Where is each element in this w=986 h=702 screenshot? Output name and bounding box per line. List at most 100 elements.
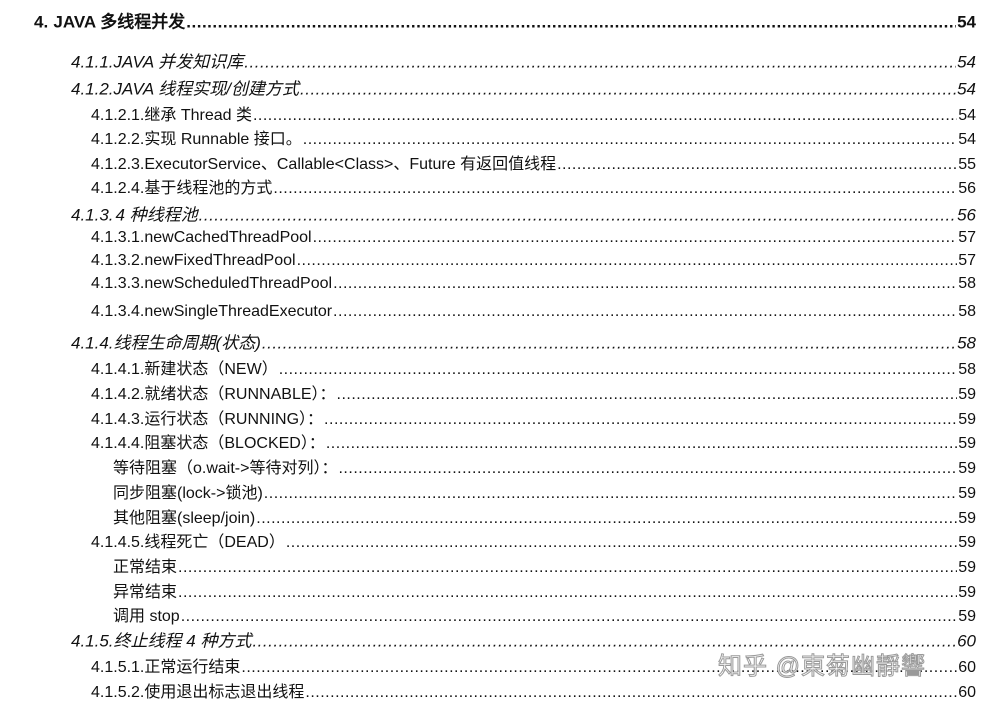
toc-entry[interactable]: 4.1.4.3.运行状态（RUNNING）： 59 xyxy=(0,405,976,429)
dot-leader xyxy=(313,229,958,247)
toc-number: 4.1.1. xyxy=(71,52,114,72)
dot-leader xyxy=(199,206,956,226)
dot-leader xyxy=(186,13,956,33)
toc-number: 4.1.2. xyxy=(71,79,114,99)
dot-leader xyxy=(557,156,957,174)
toc-title: 就绪状态（RUNNABLE）： xyxy=(144,386,336,403)
toc-number: 4.1.2.1. xyxy=(91,107,145,124)
toc-page-number: 56 xyxy=(958,180,976,197)
toc-title: 调用 stop xyxy=(113,608,180,625)
toc-number: 4.1.4.1. xyxy=(91,361,145,378)
toc-entry[interactable]: 同步阻塞(lock->锁池) 59 xyxy=(0,479,976,503)
toc-entry[interactable]: 4.1.3.2.newFixedThreadPool 57 xyxy=(0,252,976,270)
toc-entry[interactable]: 4.1.5.2.使用退出标志退出线程 60 xyxy=(0,678,976,702)
toc-entry[interactable]: 4.1.3.4 种线程池 56 xyxy=(0,201,976,226)
toc-title: JAVA 多线程并发 xyxy=(53,12,186,32)
toc-title: newCachedThreadPool xyxy=(144,229,312,246)
toc-number: 4.1.4.2. xyxy=(91,386,145,403)
toc-number: 4.1.5. xyxy=(71,631,114,651)
toc-number: 4. xyxy=(34,12,49,32)
toc-entry[interactable]: 4.1.2.1.继承 Thread 类 54 xyxy=(0,101,976,125)
dot-leader xyxy=(178,584,957,602)
toc-number: 4.1.4.5. xyxy=(91,534,145,551)
toc-title: JAVA 并发知识库 xyxy=(113,52,244,72)
toc-page-number: 54 xyxy=(958,107,976,124)
toc-entry[interactable]: 等待阻塞（o.wait->等待对列）： 59 xyxy=(0,454,976,478)
toc-page-number: 54 xyxy=(957,12,976,32)
toc-page-number: 54 xyxy=(958,131,976,148)
toc-page-number: 59 xyxy=(958,510,976,527)
toc-title: ExecutorService、Callable<Class>、Future 有… xyxy=(144,156,557,173)
toc-entry[interactable]: 4.1.3.4.newSingleThreadExecutor 58 xyxy=(0,303,976,321)
toc-page-number: 60 xyxy=(957,631,976,651)
toc-entry[interactable]: 4.1.4.5.线程死亡（DEAD） 59 xyxy=(0,528,976,552)
toc-entry[interactable]: 4.1.4.1.新建状态（NEW） 58 xyxy=(0,355,976,379)
toc-entry[interactable]: 正常结束 59 xyxy=(0,553,976,577)
toc-page-number: 59 xyxy=(958,386,976,403)
dot-leader xyxy=(333,303,957,321)
dot-leader xyxy=(273,180,957,198)
toc-page-number: 58 xyxy=(958,275,976,292)
dot-leader xyxy=(303,131,957,149)
toc-entry[interactable]: 4.1.3.1.newCachedThreadPool 57 xyxy=(0,229,976,247)
dot-leader xyxy=(338,460,957,478)
dot-leader xyxy=(286,534,957,552)
toc-page-number: 57 xyxy=(958,229,976,246)
toc-page-number: 59 xyxy=(958,411,976,428)
toc-entry[interactable]: 4.1.2.3. ExecutorService、Callable<Class>、… xyxy=(0,150,976,174)
toc-page-number: 59 xyxy=(958,534,976,551)
dot-leader xyxy=(300,80,956,100)
toc-page-number: 56 xyxy=(957,205,976,225)
toc-page-number: 58 xyxy=(958,361,976,378)
toc-title: 线程生命周期(状态) xyxy=(113,333,261,353)
toc-title: 正常结束 xyxy=(113,559,178,576)
dot-leader xyxy=(297,252,958,270)
toc-entry[interactable]: 4.1.4.线程生命周期(状态) 58 xyxy=(0,329,976,354)
dot-leader xyxy=(333,275,957,293)
toc-page-number: 58 xyxy=(957,333,976,353)
toc-entry[interactable]: 4.1.5.终止线程 4 种方式 60 xyxy=(0,627,976,652)
toc-entry[interactable]: 4.1.4.4.阻塞状态（BLOCKED）： 59 xyxy=(0,429,976,453)
toc-title: 使用退出标志退出线程 xyxy=(144,684,305,701)
toc-page-number: 59 xyxy=(958,584,976,601)
toc-title: 4 种线程池 xyxy=(115,205,198,225)
toc-entry[interactable]: 4.1.2.2.实现 Runnable 接口。 54 xyxy=(0,125,976,149)
toc-title: 新建状态（NEW） xyxy=(144,361,278,378)
toc-number: 4.1.3.3. xyxy=(91,275,145,292)
toc-title: 终止线程 4 种方式 xyxy=(113,631,252,651)
toc-title: 正常运行结束 xyxy=(144,659,241,676)
toc-title: 阻塞状态（BLOCKED）： xyxy=(144,435,325,452)
dot-leader xyxy=(264,485,957,503)
toc-page-number: 55 xyxy=(958,156,976,173)
toc-entry[interactable]: 4.1.1.JAVA 并发知识库 54 xyxy=(0,48,976,73)
toc-entry[interactable]: 4.1.2.4.基于线程池的方式 56 xyxy=(0,174,976,198)
toc-entry[interactable]: 异常结束 59 xyxy=(0,578,976,602)
dot-leader xyxy=(253,107,957,125)
dot-leader xyxy=(256,510,957,528)
toc-entry[interactable]: 其他阻塞(sleep/join) 59 xyxy=(0,504,976,528)
toc-title: 继承 Thread 类 xyxy=(144,107,252,124)
toc-entry[interactable]: 4.1.5.1.正常运行结束 60 xyxy=(0,653,976,677)
dot-leader xyxy=(178,559,957,577)
toc-page-number: 60 xyxy=(958,684,976,701)
toc-title: JAVA 线程实现/创建方式 xyxy=(113,79,300,99)
toc-page-number: 59 xyxy=(958,435,976,452)
toc-number: 4.1.5.2. xyxy=(91,684,145,701)
toc-number: 4.1.4.4. xyxy=(91,435,145,452)
toc-title: 运行状态（RUNNING）： xyxy=(144,411,324,428)
toc-entry[interactable]: 4.JAVA 多线程并发 54 xyxy=(0,8,976,33)
toc-title: 同步阻塞(lock->锁池) xyxy=(113,485,263,502)
dot-leader xyxy=(244,53,956,73)
toc-page-number: 59 xyxy=(958,485,976,502)
toc-title: 异常结束 xyxy=(113,584,178,601)
dot-leader xyxy=(324,411,957,429)
toc-title: 线程死亡（DEAD） xyxy=(144,534,285,551)
toc-entry[interactable]: 4.1.4.2.就绪状态（RUNNABLE）： 59 xyxy=(0,380,976,404)
toc-title: 实现 Runnable 接口。 xyxy=(144,131,302,148)
toc-title: 基于线程池的方式 xyxy=(144,180,273,197)
toc-entry[interactable]: 4.1.3.3.newScheduledThreadPool 58 xyxy=(0,275,976,293)
toc-entry[interactable]: 调用 stop 59 xyxy=(0,602,976,626)
dot-leader xyxy=(337,386,958,404)
toc-entry[interactable]: 4.1.2.JAVA 线程实现/创建方式 54 xyxy=(0,75,976,100)
toc-number: 4.1.3.1. xyxy=(91,229,145,246)
